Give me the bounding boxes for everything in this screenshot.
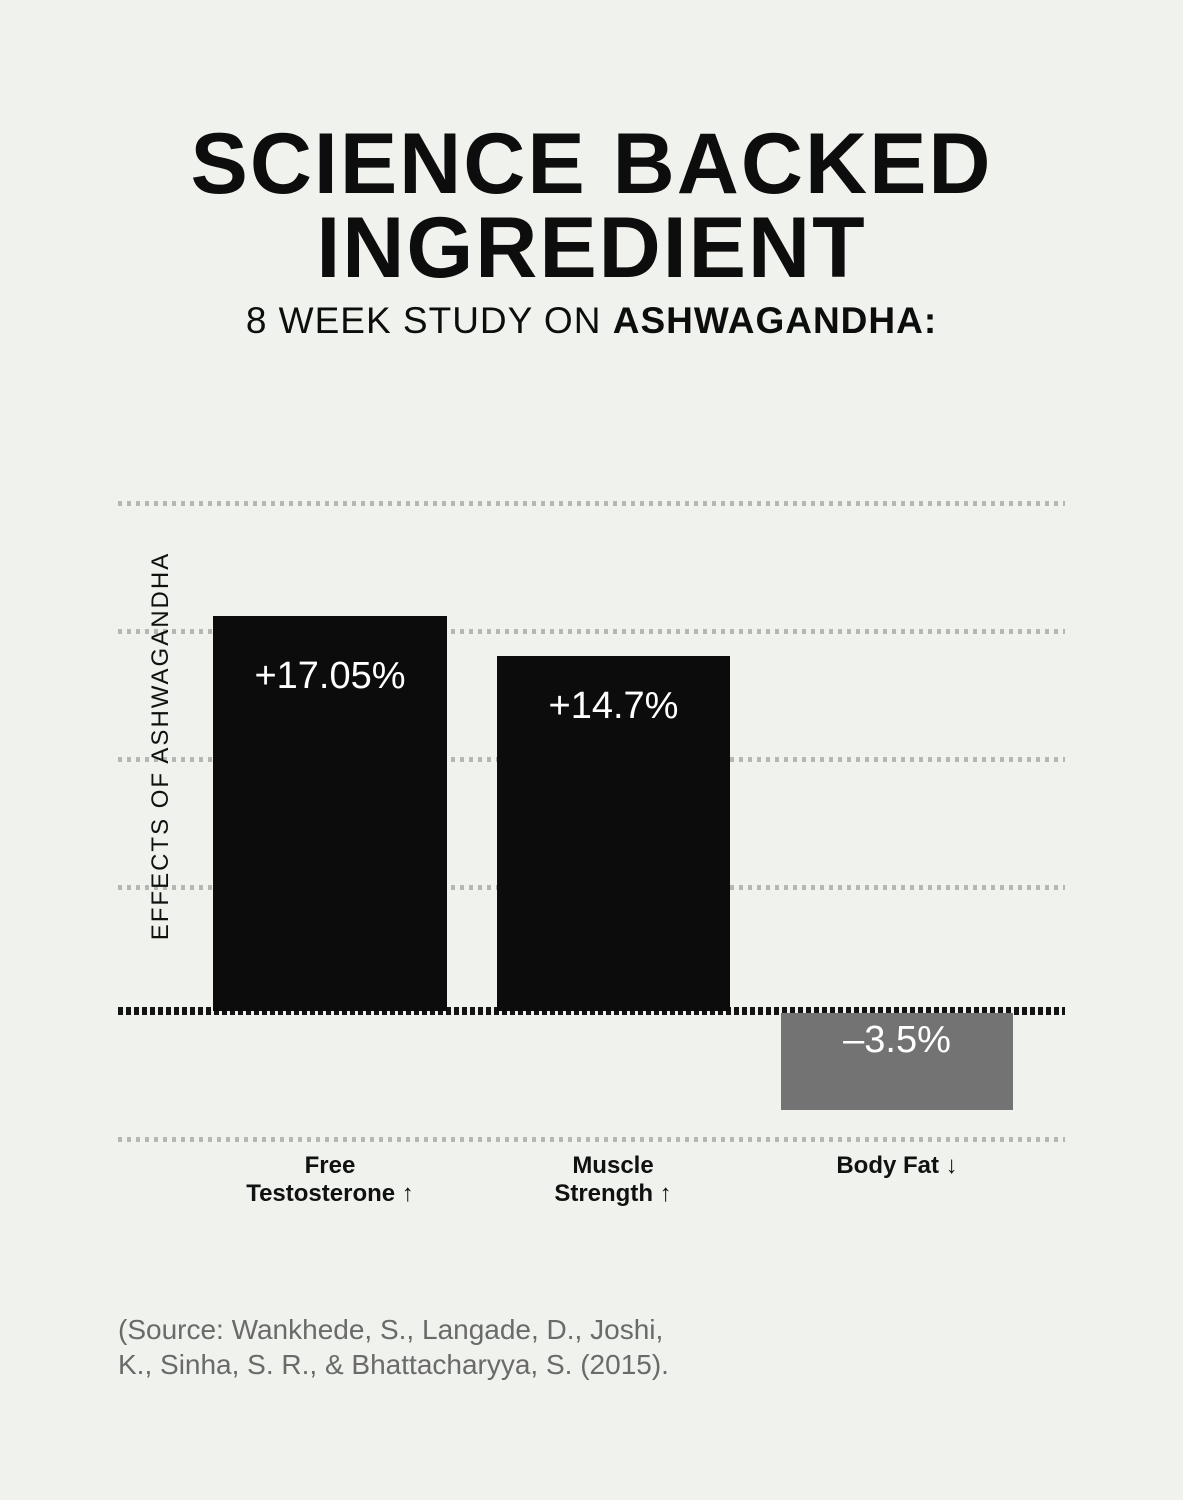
- category-label-body-fat: Body Fat ↓: [757, 1152, 1037, 1180]
- bar-body-fat: [781, 1013, 1013, 1110]
- bar-value-body-fat: –3.5%: [843, 1019, 951, 1061]
- page-title-line1: SCIENCE BACKED: [190, 116, 993, 212]
- up-arrow-icon: ↑: [401, 1180, 414, 1207]
- category-label-muscle-strength: Muscle Strength ↑: [473, 1152, 753, 1208]
- category-line1: Free: [304, 1152, 356, 1179]
- bar-value-muscle-strength: +14.7%: [548, 685, 679, 727]
- category-label-free-testosterone: Free Testosterone ↑: [190, 1152, 470, 1208]
- category-line2: Strength: [554, 1180, 653, 1207]
- y-axis-title: EFFECTS OF ASHWAGANDHA: [147, 551, 174, 941]
- source-line2: K., Sinha, S. R., & Bhattacharyya, S. (2…: [118, 1349, 669, 1380]
- bar-free-testosterone: [213, 616, 447, 1011]
- gridline-1: [118, 501, 1065, 506]
- zero-baseline: [118, 1007, 1065, 1015]
- gridline-2: [118, 629, 1065, 634]
- page-title: SCIENCE BACKED INGREDIENT: [0, 121, 1183, 291]
- gridline-bottom: [118, 1137, 1065, 1142]
- source-line1: (Source: Wankhede, S., Langade, D., Josh…: [118, 1314, 664, 1345]
- down-arrow-icon: ↓: [945, 1152, 958, 1179]
- page-title-line2: INGREDIENT: [316, 200, 867, 296]
- category-line1: Muscle: [572, 1152, 654, 1179]
- source-citation: (Source: Wankhede, S., Langade, D., Josh…: [118, 1312, 669, 1382]
- bar-value-free-testosterone: +17.05%: [254, 655, 406, 697]
- bar-muscle-strength: [497, 656, 730, 1011]
- category-line2: Testosterone: [246, 1180, 396, 1207]
- subtitle-emphasis: ASHWAGANDHA:: [612, 300, 938, 341]
- up-arrow-icon: ↑: [659, 1180, 672, 1207]
- page-subtitle: 8 WEEK STUDY ON ASHWAGANDHA:: [0, 300, 1183, 342]
- subtitle-prefix: 8 WEEK STUDY ON: [245, 300, 613, 341]
- category-line1: Body Fat: [836, 1152, 939, 1179]
